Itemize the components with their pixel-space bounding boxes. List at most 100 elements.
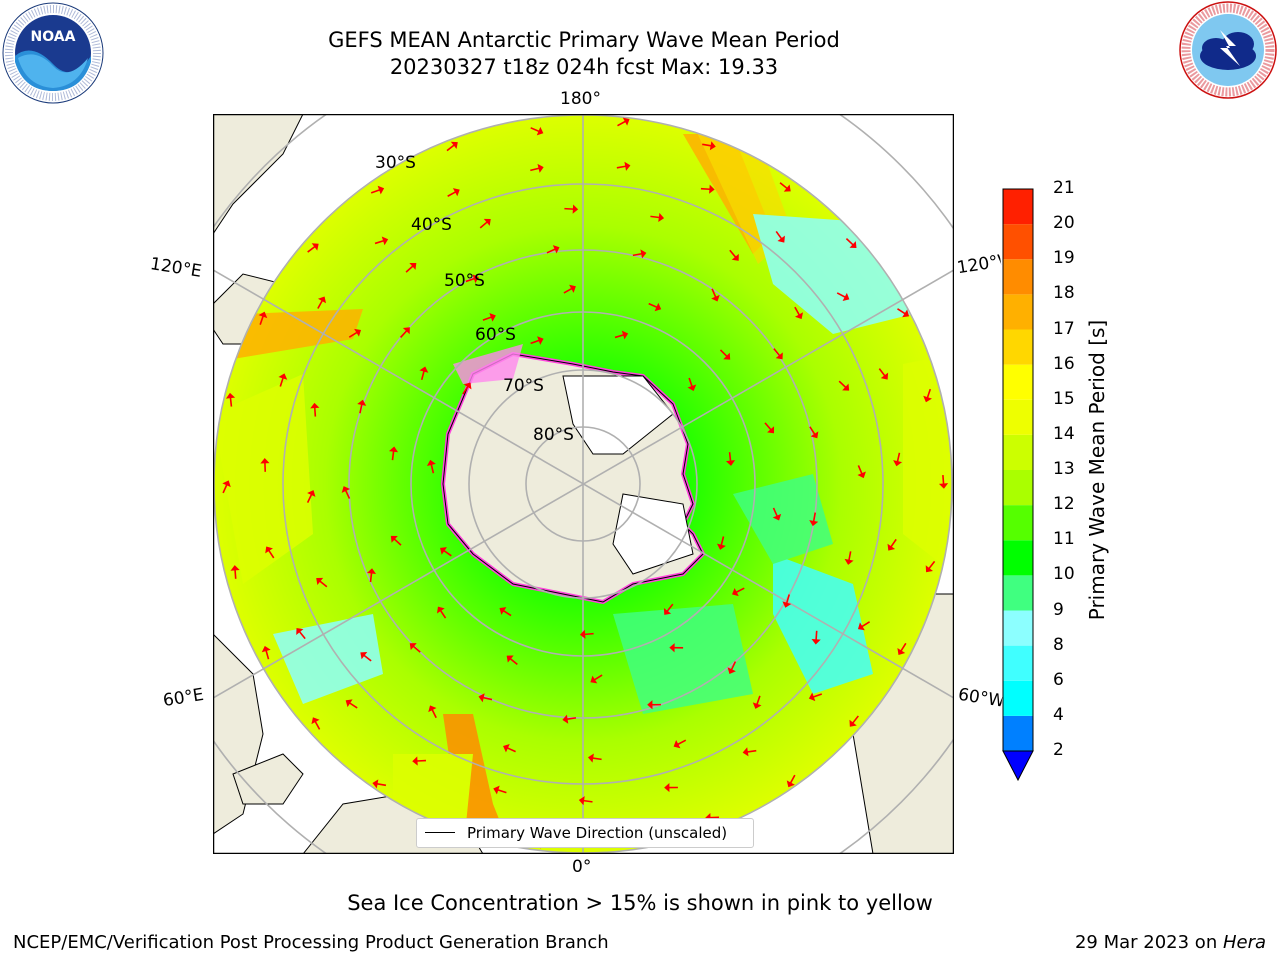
wave-arrow-shaft xyxy=(666,603,674,612)
wave-arrow-shaft xyxy=(756,695,761,705)
wave-arrow-shaft xyxy=(728,452,732,462)
wave-arrow-shaft xyxy=(614,334,624,339)
wave-arrow-shaft xyxy=(234,569,237,579)
lon-label-120w: 120°W xyxy=(955,251,1003,279)
lat-label-50s: 50°S xyxy=(444,271,485,291)
wave-arrow-shaft xyxy=(688,377,693,387)
wave-arrow-shaft xyxy=(720,536,725,546)
wave-arrow-head xyxy=(725,460,736,466)
wave-arrow-head xyxy=(357,399,367,406)
wave-arrow-head xyxy=(887,543,896,551)
lat-label-70s: 70°S xyxy=(503,376,544,396)
wave-arrow-head xyxy=(390,535,398,543)
wave-arrow-head xyxy=(506,655,514,663)
wave-arrow-head xyxy=(316,577,324,585)
wave-arrow-head xyxy=(709,184,715,194)
colorbar-tick-label: 20 xyxy=(1053,213,1075,234)
colorbar-band xyxy=(1003,715,1033,751)
wave-arrow-head xyxy=(225,392,236,399)
colorbar-tick-label: 21 xyxy=(1053,178,1075,198)
wave-arrow-head xyxy=(775,352,783,360)
wave-arrow-head xyxy=(772,513,782,521)
sea-ice-caption: Sea Ice Concentration > 15% is shown in … xyxy=(347,891,933,915)
colorbar-tick-label: 11 xyxy=(1053,529,1075,550)
wave-arrow-shaft xyxy=(443,549,452,557)
wave-arrow-head xyxy=(857,622,865,631)
wave-arrow-head xyxy=(810,431,819,439)
wave-arrow-shaft xyxy=(812,512,817,522)
wave-arrow-head xyxy=(782,601,792,608)
wave-arrow-shaft xyxy=(592,757,602,761)
wave-arrow-shaft xyxy=(848,551,852,561)
wave-arrow-head xyxy=(360,652,368,660)
wave-arrow-shaft xyxy=(530,339,540,345)
wave-arrow-head xyxy=(372,779,379,789)
wave-arrow-shaft xyxy=(462,386,469,395)
colorbar-band xyxy=(1003,329,1033,365)
wave-arrow-head xyxy=(311,243,319,251)
wave-arrow-shaft xyxy=(650,215,660,219)
map-border xyxy=(212,113,955,855)
wave-arrow-shaft xyxy=(405,265,414,273)
wave-arrow-head xyxy=(230,565,240,571)
wave-arrow-head xyxy=(673,740,681,749)
wave-arrow-head xyxy=(777,235,785,243)
wave-arrow-shaft xyxy=(420,370,425,381)
wave-arrow-head xyxy=(440,547,447,555)
wave-arrow-shaft xyxy=(735,587,745,593)
wave-arrow-head xyxy=(795,312,804,320)
colorbar-tick-label: 17 xyxy=(1053,318,1075,339)
colorbar xyxy=(1002,188,1034,782)
wave-arrow-head xyxy=(716,543,726,550)
polar-map: 30°S 40°S 50°S 60°S 70°S 80°S xyxy=(132,33,1034,935)
wave-arrow-shaft xyxy=(878,368,886,377)
wave-arrow-head xyxy=(537,163,544,173)
wave-arrow-head xyxy=(902,309,910,318)
wave-arrow-head xyxy=(450,141,458,150)
colorbar-tick-label: 18 xyxy=(1053,283,1075,304)
wave-arrow-head xyxy=(402,327,410,335)
wave-arrow-head xyxy=(893,460,903,467)
wave-arrow-head xyxy=(621,330,629,340)
wave-arrow-head xyxy=(663,607,672,615)
colorbar-label: Primary Wave Mean Period [s] xyxy=(1085,319,1109,621)
wave-arrow-head xyxy=(222,480,231,488)
wave-arrow-shaft xyxy=(773,348,781,357)
wave-arrow-shaft xyxy=(702,143,712,147)
wave-arrow-head xyxy=(624,161,631,171)
wave-arrow-head xyxy=(811,638,821,645)
wave-arrow-shaft xyxy=(794,306,800,316)
wave-arrow-head xyxy=(537,336,544,345)
footer-date: 29 Mar 2023 on Hera xyxy=(1075,932,1266,953)
colorbar-band xyxy=(1003,540,1033,576)
colorbar-band xyxy=(1003,645,1033,681)
wave-arrow-shaft xyxy=(391,451,395,461)
wave-arrow-head xyxy=(808,692,816,702)
wave-arrow-shaft xyxy=(313,407,317,417)
wave-arrow-shaft xyxy=(431,709,437,719)
wave-arrow-shaft xyxy=(447,191,456,197)
wave-arrow-shaft xyxy=(594,674,603,681)
wave-arrow-head xyxy=(452,188,460,197)
wave-arrow-shaft xyxy=(363,654,372,662)
wave-arrow-head xyxy=(709,141,716,151)
wave-arrow-shaft xyxy=(775,230,783,240)
wave-arrow-shaft xyxy=(298,631,306,640)
wave-arrow-shaft xyxy=(530,167,540,172)
wave-arrow-shaft xyxy=(942,474,945,485)
lat-label-80s: 80°S xyxy=(533,425,574,445)
wave-arrow-head xyxy=(849,719,857,727)
wave-arrow-head xyxy=(426,459,436,467)
wave-arrow-head xyxy=(345,699,353,708)
colorbar-band xyxy=(1003,575,1033,611)
wave-arrow-shaft xyxy=(359,404,363,414)
wave-arrow-shaft xyxy=(483,696,493,701)
wave-arrow-shaft xyxy=(446,144,455,152)
wave-arrow-head xyxy=(409,643,417,651)
wave-arrow-shaft xyxy=(348,331,358,338)
wave-arrow-head xyxy=(419,366,429,373)
wave-arrow-shaft xyxy=(838,380,847,388)
wave-arrow-head xyxy=(842,383,850,391)
wave-arrow-head xyxy=(742,747,749,757)
wave-arrow-head xyxy=(499,607,507,615)
